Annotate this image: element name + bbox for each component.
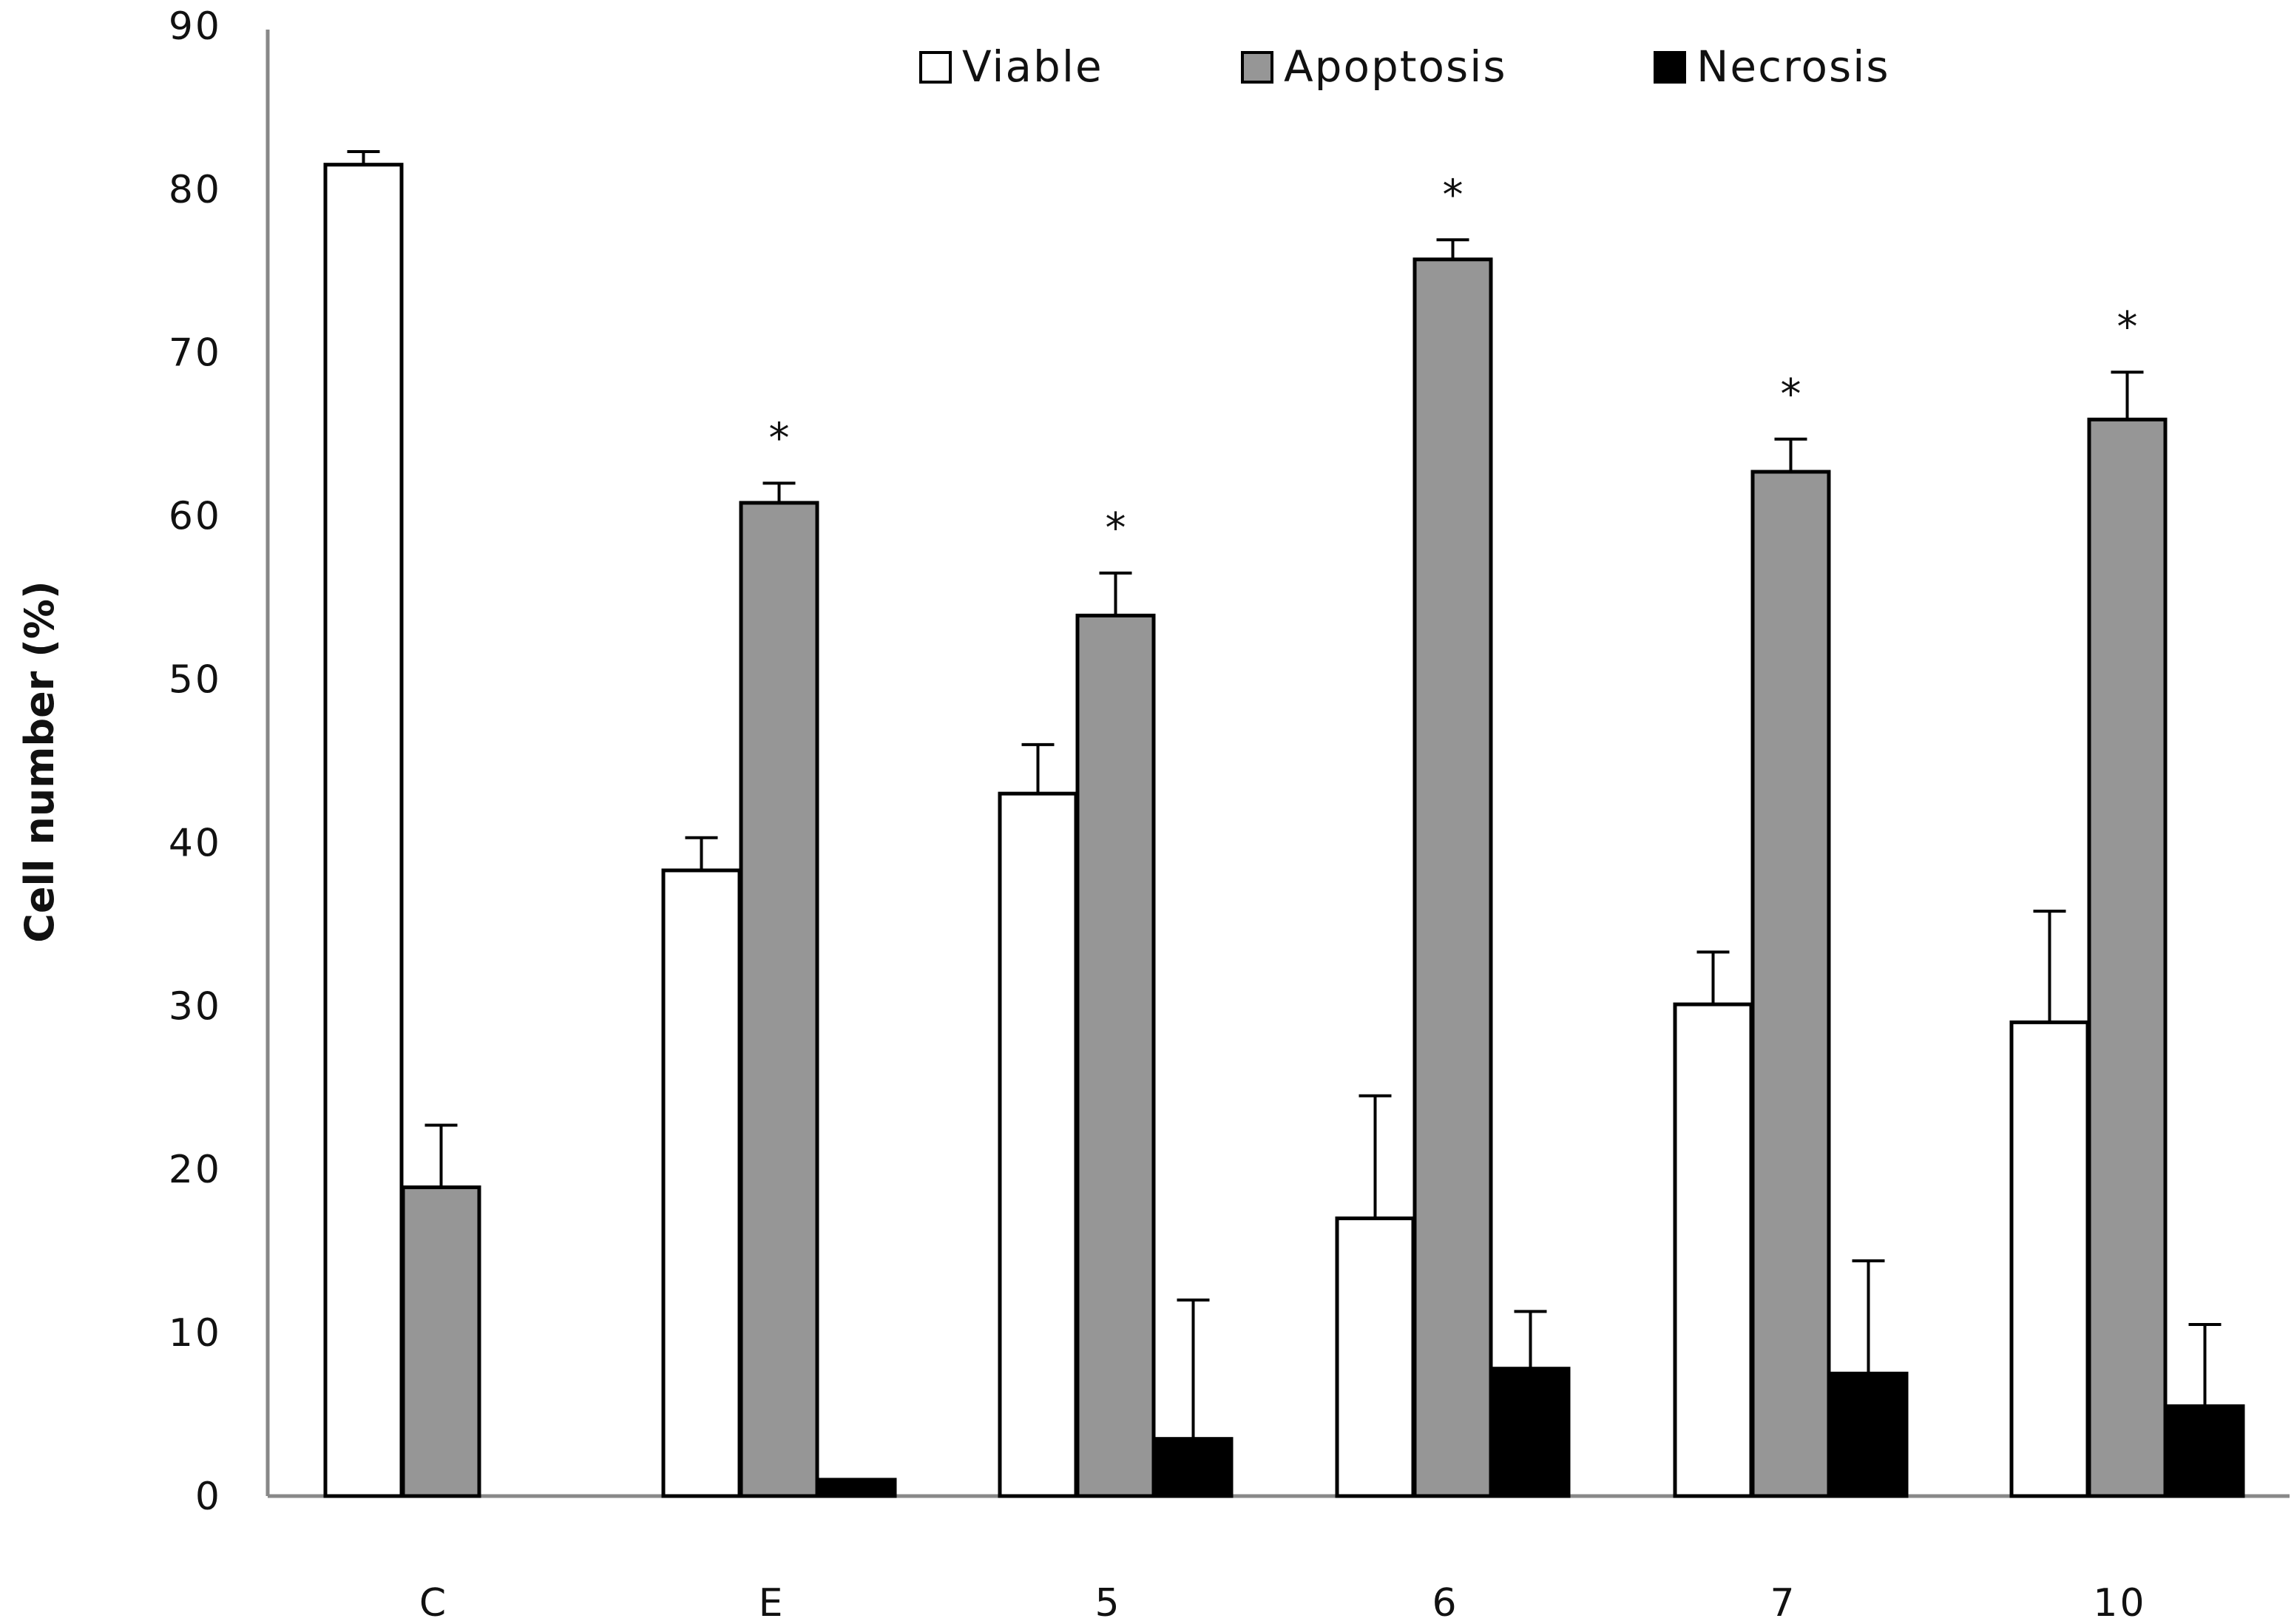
legend-swatch-necrosis	[1654, 51, 1686, 84]
significance-star: *	[1443, 171, 1464, 219]
bar-necrosis-5	[1153, 1437, 1234, 1498]
significance-star: *	[769, 414, 790, 462]
legend-swatch-apoptosis	[1241, 51, 1273, 84]
y-tick-label: 70	[169, 331, 222, 376]
category-label: 7	[1770, 1581, 1796, 1624]
y-tick-label: 60	[169, 495, 222, 539]
bar-necrosis-10	[2165, 1404, 2245, 1498]
y-tick-labels: 0 10 20 30 40 50 60 70 80 90	[169, 4, 222, 1519]
category-label: C	[419, 1581, 448, 1624]
y-tick-label: 50	[169, 658, 222, 703]
y-tick-label: 20	[169, 1148, 222, 1192]
bars	[323, 163, 2245, 1498]
bar-viable-6	[1335, 1216, 1415, 1498]
axes	[265, 30, 2290, 1498]
y-axis-label: Cell number (%)	[16, 581, 63, 942]
significance-star: *	[1781, 371, 1801, 419]
bar-necrosis-E	[816, 1478, 897, 1498]
error-bars	[347, 149, 2222, 1439]
significance-star: *	[1106, 504, 1126, 552]
y-tick-label: 0	[195, 1475, 222, 1519]
bar-viable-C	[323, 163, 404, 1498]
category-labels: C E 5 6 7 10	[419, 1581, 2146, 1624]
bar-apoptosis-7	[1750, 470, 1831, 1498]
bar-apoptosis-C	[401, 1185, 481, 1498]
bar-apoptosis-E	[739, 501, 819, 1498]
bar-apoptosis-6	[1412, 257, 1493, 1498]
bar-necrosis-7	[1828, 1371, 1909, 1498]
significance-markers: * * * * *	[769, 171, 2138, 552]
y-tick-label: 40	[169, 821, 222, 865]
bar-viable-5	[998, 791, 1078, 1498]
bar-viable-10	[2009, 1020, 2090, 1498]
y-tick-label: 10	[169, 1311, 222, 1356]
legend-label-apoptosis: Apoptosis	[1284, 41, 1507, 92]
significance-star: *	[2117, 303, 2138, 351]
legend-swatch-viable	[919, 51, 952, 84]
bar-viable-E	[661, 868, 742, 1498]
bar-apoptosis-10	[2087, 417, 2168, 1498]
bar-apoptosis-5	[1075, 613, 1156, 1498]
category-label: 10	[2093, 1581, 2146, 1624]
legend-label-viable: Viable	[962, 41, 1103, 92]
legend: Viable Apoptosis Necrosis	[919, 41, 1890, 92]
legend-label-necrosis: Necrosis	[1696, 41, 1890, 92]
y-tick-label: 80	[169, 168, 222, 212]
category-label: E	[759, 1581, 785, 1624]
category-label: 5	[1094, 1581, 1121, 1624]
y-tick-label: 30	[169, 984, 222, 1029]
bar-necrosis-6	[1490, 1367, 1571, 1498]
y-tick-label: 90	[169, 4, 222, 49]
category-label: 6	[1432, 1581, 1458, 1624]
bar-viable-7	[1673, 1002, 1753, 1498]
